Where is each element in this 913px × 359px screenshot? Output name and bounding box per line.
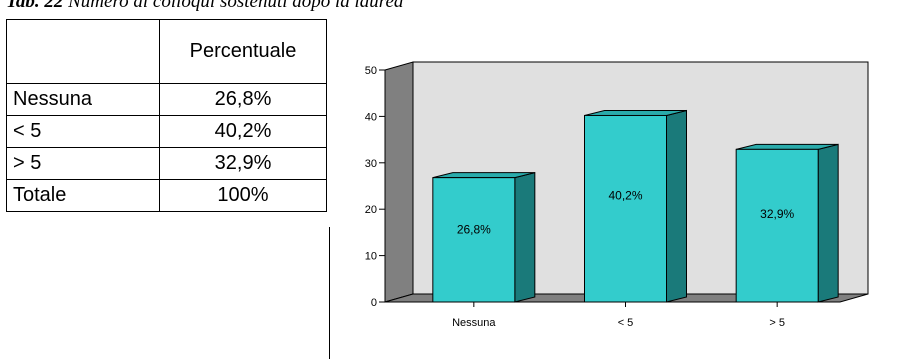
table-row: Totale 100%: [6, 179, 327, 212]
cell-divider-line: [329, 227, 330, 359]
bar-side: [666, 109, 687, 303]
data-table: Percentuale Nessuna 26,8% < 5 40,2% > 5 …: [6, 19, 327, 212]
y-tick-label: 30: [365, 158, 377, 170]
table-header-row: Percentuale: [6, 19, 327, 84]
table-row: < 5 40,2%: [6, 115, 327, 148]
bar-side: [817, 143, 839, 303]
row-label: Totale: [6, 179, 160, 212]
data-label: 40,2%: [608, 188, 642, 202]
row-label: > 5: [6, 147, 160, 180]
data-label: 26,8%: [457, 223, 491, 237]
y-tick-label: 20: [365, 204, 377, 216]
row-label: Nessuna: [6, 83, 160, 116]
row-value: 32,9%: [159, 147, 327, 180]
x-tick-label: < 5: [618, 317, 634, 329]
table-caption: Tab. 22 Numero di colloqui sostenuti dop…: [6, 0, 403, 13]
y-tick-label: 40: [365, 111, 377, 123]
chart-side-wall: [384, 61, 414, 303]
bar: [584, 114, 667, 303]
y-tick-label: 50: [365, 65, 377, 77]
row-label: < 5: [6, 115, 160, 148]
y-tick-label: 10: [365, 251, 377, 263]
bar: [432, 177, 516, 303]
bar-side: [514, 172, 536, 303]
header-cell-empty: [6, 19, 160, 84]
bar-chart: 0 10 20 30 40 50 26,8% Nessuna 40,2% < 5 32,9% > 5: [365, 61, 869, 329]
row-value: 26,8%: [159, 83, 327, 116]
x-tick-label: Nessuna: [452, 317, 496, 329]
header-cell-percentuale: Percentuale: [159, 19, 327, 84]
caption-label: Tab. 22: [6, 0, 64, 12]
row-value: 40,2%: [159, 115, 327, 148]
table-row: Nessuna 26,8%: [6, 83, 327, 116]
bar: [735, 148, 819, 303]
data-label: 32,9%: [760, 207, 794, 221]
bar-top: [432, 172, 535, 179]
table-row: > 5 32,9%: [6, 147, 327, 180]
bar-top: [584, 109, 687, 116]
row-value: 100%: [159, 179, 327, 212]
caption-text: Numero di colloqui sostenuti dopo la lau…: [68, 0, 404, 12]
x-tick-label: > 5: [769, 317, 785, 329]
bar-top: [736, 143, 839, 150]
y-tick-label: 0: [371, 297, 377, 309]
